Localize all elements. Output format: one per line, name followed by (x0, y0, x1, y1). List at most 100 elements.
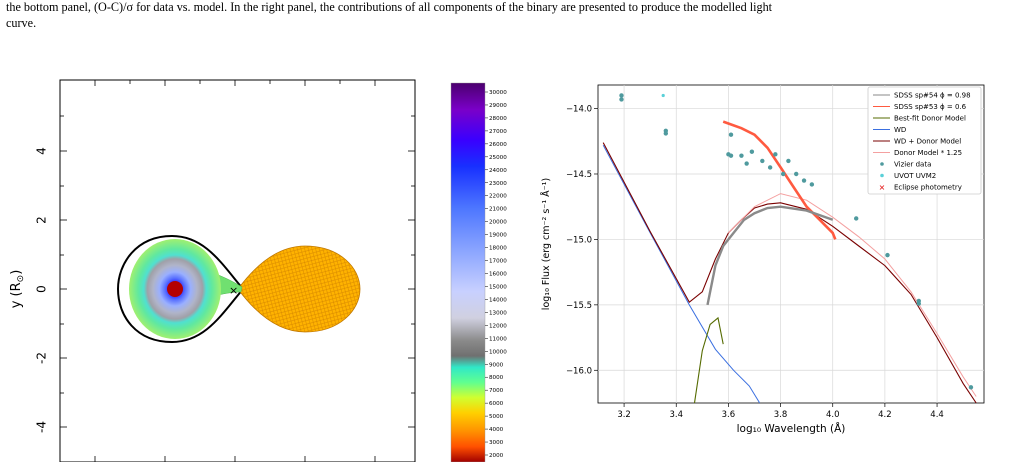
left-ytick-label: 0 (35, 285, 49, 293)
left-ytick-label: 2 (35, 216, 49, 224)
sed-series-line (693, 316, 724, 403)
colorbar-tick-label: 10000 (489, 349, 507, 355)
legend-label: UVOT UVM2 (894, 172, 936, 180)
colorbar-tick-label: 21000 (489, 207, 507, 213)
colorbar-tick-label: 3000 (489, 440, 504, 446)
legend-label: Eclipse photometry (894, 184, 962, 192)
legend-point-swatch (880, 173, 884, 178)
sed-xtick-label: 3.8 (774, 410, 788, 420)
colorbar-tick-label: 20000 (489, 220, 507, 226)
sed-xtick-label: 4.4 (930, 410, 944, 420)
colorbar-tick-label: 5000 (489, 414, 504, 420)
vizier-data-point (773, 152, 778, 157)
colorbar-tick-label: 4000 (489, 427, 504, 433)
left-xticks-top (94, 80, 376, 462)
legend-label: Vizier data (894, 161, 931, 169)
legend-label: Donor Model * 1.25 (894, 149, 962, 157)
vizier-data-point (728, 132, 734, 137)
sed-legend: SDSS sp#54 ϕ = 0.98 SDSS sp#53 ϕ = 0.6 Bes… (867, 86, 982, 195)
colorbar-tick-label: 15000 (489, 284, 507, 290)
colorbar-tick-label: 19000 (489, 233, 507, 239)
caption-line-1: the bottom panel, (O-C)/σ for data vs. m… (6, 0, 773, 14)
sed-xtick-label: 3.4 (669, 410, 683, 420)
vizier-data-point (619, 97, 624, 102)
vizier-data-point (663, 131, 669, 136)
colorbar-tick-label: 8000 (489, 375, 504, 381)
left-ylabel: y (R⊙) (9, 270, 26, 309)
sed-series (602, 120, 977, 403)
vizier-data-point (760, 158, 765, 164)
sed-series-line (602, 142, 977, 403)
vizier-data-point (968, 385, 974, 390)
left-ytick-label: 4 (35, 147, 49, 155)
legend-point-swatch (880, 162, 884, 166)
colorbar-tick-label: 9000 (489, 362, 504, 368)
vizier-data-point (809, 182, 815, 187)
caption-line-2: curve. (6, 15, 37, 30)
binary-geometry-plot: 4 2 0 -2 -4 y (R⊙) × 30000 29000 28000 2700… (9, 79, 507, 462)
colorbar-tick-label: 13000 (489, 310, 507, 316)
colorbar-tick-label: 7000 (489, 388, 504, 394)
vizier-data-point (728, 153, 734, 158)
vizier-data-point (854, 216, 859, 221)
roche-lobe-outline (116, 234, 245, 344)
left-yticks (60, 115, 415, 428)
donor-star (237, 245, 361, 333)
vizier-data-point (801, 178, 807, 183)
colorbar-tick-label: 12000 (489, 323, 507, 329)
colorbar-tick-label: 11000 (489, 336, 507, 342)
colorbar-tick-label: 22000 (489, 194, 507, 200)
vizier-data-point (885, 252, 890, 258)
sed-series-line (602, 144, 761, 403)
vizier-data-point (780, 171, 786, 177)
sed-xticks: 3.2 3.4 3.6 3.8 4.0 4.2 4.4 (617, 403, 944, 420)
colorbar-tick-label: 27000 (489, 129, 507, 135)
sed-ytick-label: −15.0 (566, 235, 592, 245)
legend-label: Best-fit Donor Model (894, 115, 966, 123)
left-ytick-label: -4 (35, 421, 49, 433)
colorbar-tick-label: 16000 (489, 272, 507, 278)
colorbar-tick-label: 26000 (489, 142, 507, 148)
sed-xtick-label: 4.2 (878, 410, 892, 420)
legend-cross-swatch: × (879, 183, 886, 192)
colorbar-tick-label: 28000 (489, 116, 507, 122)
sed-series-line (728, 193, 977, 397)
white-dwarf (167, 281, 183, 297)
sed-yticks: −14.0 −14.5 −15.0 −15.5 −16.0 (566, 105, 598, 376)
sed-xtick-label: 3.2 (617, 410, 631, 420)
figure-caption: the bottom panel, (O-C)/σ for data vs. m… (6, 0, 1019, 31)
vizier-data-point (749, 149, 755, 154)
sed-grid (598, 85, 984, 403)
vizier-data-point (739, 153, 744, 158)
l1-point-marker: × (229, 284, 238, 297)
sed-series-line (706, 205, 834, 306)
colorbar-tick-label: 23000 (489, 181, 507, 187)
left-axes-frame (59, 79, 416, 462)
colorbar-tick-label: 18000 (489, 246, 507, 252)
legend-label: SDSS sp#54 ϕ = 0.98 (894, 92, 971, 100)
sed-series-line (722, 120, 837, 240)
colorbar-tick-label: 24000 (489, 168, 507, 174)
colorbar-tick-label: 6000 (489, 401, 504, 407)
colorbar-tick-label: 29000 (489, 103, 507, 109)
colorbar-tick-label: 2000 (489, 453, 504, 459)
colorbar-tick-label: 17000 (489, 259, 507, 265)
vizier-data-point (786, 158, 791, 164)
vizier-data-point (619, 93, 624, 98)
left-ytick-label: -2 (35, 352, 49, 364)
vizier-data-point (794, 171, 799, 177)
legend-label: WD + Donor Model (894, 138, 961, 146)
uvot-data-point (661, 93, 665, 98)
vizier-data-point (916, 301, 921, 306)
sed-ylabel: log₁₀ Flux (erg cm⁻² s⁻¹ Å⁻¹) (540, 178, 552, 310)
colorbar-tick-label: 25000 (489, 155, 507, 161)
temperature-colorbar (450, 82, 486, 462)
legend-label: SDSS sp#53 ϕ = 0.6 (894, 103, 967, 111)
sed-xlabel: log₁₀ Wavelength (Å) (737, 422, 846, 435)
sed-ytick-label: −14.5 (566, 170, 592, 180)
sed-ytick-label: −16.0 (566, 366, 592, 376)
sed-ytick-label: −14.0 (566, 105, 592, 115)
colorbar-tick-label: 30000 (489, 90, 507, 96)
sed-ytick-label: −15.5 (566, 301, 592, 311)
